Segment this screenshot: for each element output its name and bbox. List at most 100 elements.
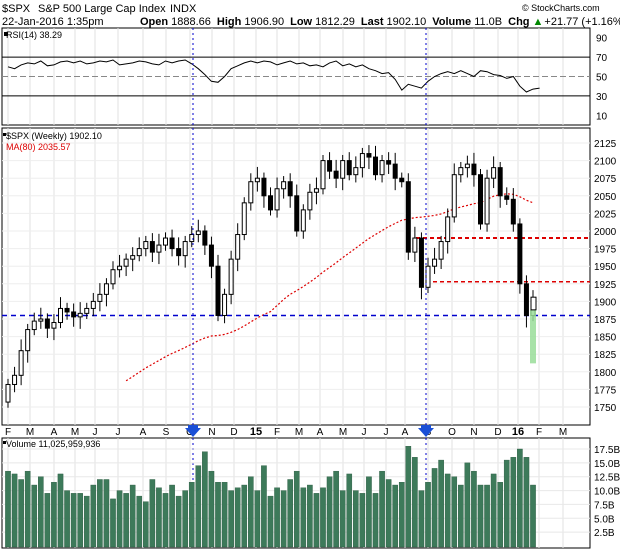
candle-body — [517, 223, 523, 285]
candle-body — [182, 241, 188, 257]
volume-bar — [77, 493, 83, 548]
low-value-label: Low — [290, 16, 312, 28]
candle — [215, 254, 221, 322]
volume-bar — [31, 484, 38, 548]
volume-bar — [123, 493, 129, 548]
current-candle-highlight — [530, 309, 536, 364]
volume-bar — [44, 493, 51, 548]
candle-body — [58, 307, 63, 324]
candle — [149, 233, 155, 262]
x-tick-label: J — [384, 427, 389, 438]
candle-body — [156, 244, 162, 253]
candle — [58, 297, 63, 329]
candle — [18, 339, 24, 386]
rsi-legend-swatch — [4, 32, 8, 36]
volume-bar — [83, 495, 90, 548]
up-arrow-icon: ▲ — [533, 16, 544, 28]
watermark: © StockCharts.com — [522, 3, 600, 13]
candle — [110, 261, 116, 290]
x-tick-label: D — [494, 427, 501, 438]
x-tick-label: A — [402, 427, 409, 438]
volume-bar — [149, 479, 156, 548]
price-tick-label: 1775 — [594, 385, 617, 396]
x-tick-label: M — [339, 427, 347, 438]
x-tick-label: D — [230, 427, 237, 438]
volume-title: Volume 11,025,959,936 — [6, 439, 100, 449]
candle — [294, 184, 300, 237]
volume-bar — [300, 487, 307, 548]
low-value: 1812.29 — [315, 16, 355, 28]
last-value-label: Last — [361, 16, 384, 28]
volume-bar — [320, 487, 326, 548]
candle-body — [254, 177, 260, 183]
candle-body — [176, 248, 182, 257]
candle-body — [464, 163, 470, 169]
candle — [51, 314, 57, 341]
volume-bar — [333, 470, 339, 548]
x-tick-label: 16 — [512, 426, 524, 438]
volume-bar — [208, 470, 215, 548]
candle — [517, 218, 523, 294]
candle-body — [392, 163, 398, 179]
x-tick-label: S — [163, 427, 170, 438]
candle-body — [333, 170, 339, 179]
candle-body — [418, 237, 424, 288]
volume-panel-frame — [1, 437, 591, 549]
candle — [491, 156, 497, 189]
candle-body — [346, 160, 352, 176]
candle-body — [143, 241, 149, 250]
candle — [471, 152, 477, 187]
volume-tick-label: 15.0B — [594, 459, 620, 470]
index-name: S&P 500 Large Cap Index — [38, 3, 166, 15]
high-value: 1906.90 — [244, 16, 284, 28]
candle — [248, 173, 254, 211]
volume-bar — [307, 484, 313, 548]
volume-bar — [523, 457, 530, 548]
volume-bar — [5, 470, 11, 548]
volume-bar — [385, 479, 392, 548]
volume-bar — [503, 459, 510, 548]
candle-body — [149, 241, 155, 253]
price-tick-label: 2050 — [594, 192, 617, 203]
volume-bar — [405, 446, 412, 548]
candle-body — [12, 374, 18, 385]
volume-tick-label: 17.5B — [594, 445, 620, 456]
candle-body — [484, 177, 490, 225]
x-tick-label: J — [362, 427, 367, 438]
candle — [327, 152, 333, 179]
volume-bar — [497, 482, 503, 548]
volume-bar — [57, 473, 64, 548]
candle — [445, 208, 451, 254]
x-tick-label: M — [295, 427, 303, 438]
candle-body — [189, 234, 195, 243]
volume-bar — [458, 484, 464, 548]
last-value: 1902.10 — [387, 16, 427, 28]
volume-bar — [24, 470, 31, 548]
volume-bar — [353, 490, 359, 548]
x-tick-label: O — [448, 427, 456, 438]
candle — [386, 152, 392, 174]
candle-body — [281, 181, 287, 190]
volume-bar — [248, 476, 254, 548]
chg-value: +21.77 (+1.16%) — [544, 16, 620, 28]
candle — [478, 169, 483, 230]
candle-body — [438, 241, 444, 260]
price-tick-label: 1950 — [594, 262, 617, 273]
volume-bar — [228, 490, 234, 548]
rsi-tick-label: 10 — [596, 111, 608, 122]
candle — [320, 154, 326, 195]
candle-body — [136, 248, 142, 257]
candle-body — [202, 230, 208, 246]
candle — [281, 176, 287, 199]
volume-bar — [484, 484, 490, 548]
x-tick-label: M — [71, 427, 79, 438]
candle — [202, 225, 208, 255]
price-tick-label: 1900 — [594, 297, 617, 308]
candle — [97, 283, 103, 312]
candle — [123, 253, 129, 277]
volume-bar — [274, 487, 280, 548]
volume-bar — [261, 465, 267, 548]
candle — [84, 302, 90, 319]
candle-body — [25, 329, 31, 352]
